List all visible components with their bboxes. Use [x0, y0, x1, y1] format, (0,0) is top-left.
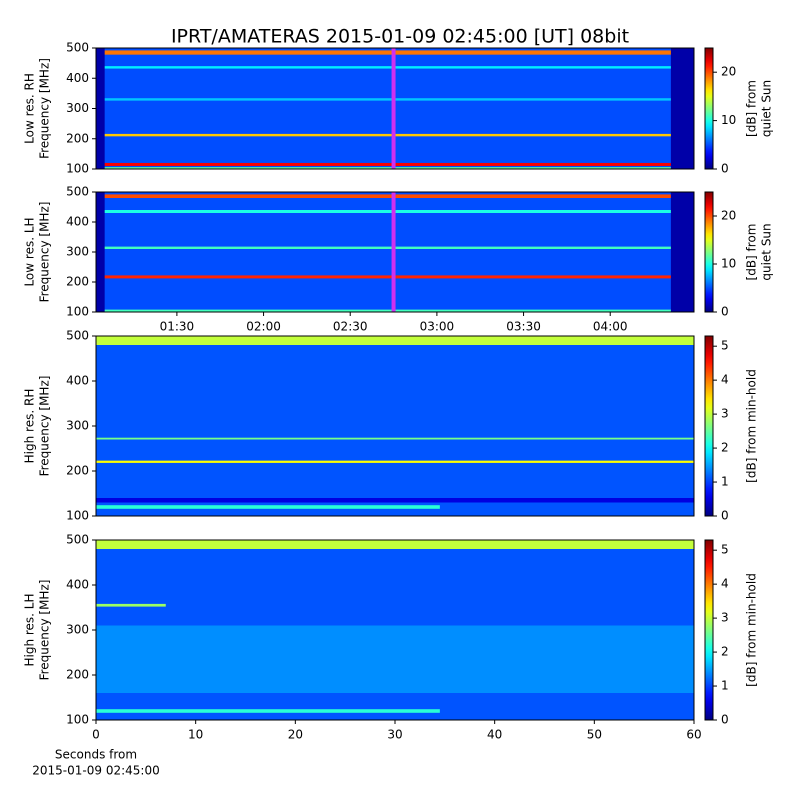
y-tick-label: 200 — [66, 464, 89, 478]
heatmap-cell — [670, 192, 694, 312]
chart-title: IPRT/AMATERAS 2015-01-09 02:45:00 [UT] 0… — [171, 26, 629, 48]
colorbar-label: [dB] from min-hold — [745, 369, 759, 483]
y-axis-label: Frequency [MHz] — [38, 376, 52, 477]
colorbar-tick-label: 5 — [721, 543, 729, 557]
colorbar — [704, 47, 714, 170]
x-tick-label: 20 — [288, 728, 303, 742]
y-axis-label: High res. LH — [23, 593, 37, 666]
x-tick-label: 02:00 — [246, 320, 281, 334]
colorbar-label: [dB] from — [745, 80, 759, 137]
colorbar-tick-label: 2 — [721, 441, 729, 455]
x-tick-label: 04:00 — [593, 320, 628, 334]
x-tick-label: 03:30 — [506, 320, 541, 334]
heatmap-cell — [96, 460, 694, 463]
y-tick-label: 300 — [66, 623, 89, 637]
colorbar-tick-label: 10 — [721, 257, 736, 271]
heatmap-cell — [96, 540, 694, 549]
colorbar-tick-label: 4 — [721, 577, 729, 591]
x-tick-label: 40 — [487, 728, 502, 742]
colorbar-tick-label: 10 — [721, 113, 736, 127]
colorbar-tick-label: 5 — [721, 339, 729, 353]
heatmap-cell — [96, 48, 105, 169]
x-axis-label: 2015-01-09 02:45:00 — [32, 764, 159, 778]
heatmap-cell — [96, 498, 694, 503]
heatmap-cell — [96, 505, 440, 509]
colorbar-tick-label: 1 — [721, 679, 729, 693]
y-tick-label: 500 — [66, 533, 89, 547]
y-tick-label: 100 — [66, 713, 89, 727]
y-tick-label: 400 — [66, 215, 89, 229]
heatmap-cell — [96, 437, 694, 440]
y-tick-label: 500 — [66, 329, 89, 343]
heatmap-background — [96, 336, 694, 516]
x-tick-label: 50 — [587, 728, 602, 742]
y-axis-label: Low res. LH — [23, 217, 37, 286]
y-tick-label: 400 — [66, 374, 89, 388]
x-tick-label: 03:00 — [420, 320, 455, 334]
heatmap-cell — [96, 603, 166, 607]
colorbar-label: [dB] from — [745, 224, 759, 281]
x-tick-label: 10 — [188, 728, 203, 742]
y-axis-label: Frequency [MHz] — [38, 202, 52, 303]
colorbar-tick-label: 20 — [721, 65, 736, 79]
colorbar-tick-label: 0 — [721, 713, 729, 727]
colorbar-tick-label: 1 — [721, 475, 729, 489]
colorbar-tick-label: 3 — [721, 611, 729, 625]
colorbar — [704, 539, 714, 721]
x-tick-label: 02:30 — [333, 320, 368, 334]
y-tick-label: 100 — [66, 305, 89, 319]
x-tick-label: 01:30 — [160, 320, 195, 334]
y-tick-label: 300 — [66, 101, 89, 115]
y-tick-label: 400 — [66, 71, 89, 85]
x-tick-label: 0 — [92, 728, 100, 742]
cursor-line — [391, 192, 396, 312]
heatmap-cell — [670, 48, 694, 169]
heatmap-cell — [96, 625, 694, 693]
y-axis-label: Frequency [MHz] — [38, 580, 52, 681]
colorbar — [704, 335, 714, 517]
y-tick-label: 500 — [66, 185, 89, 199]
colorbar-tick-label: 4 — [721, 373, 729, 387]
colorbar-tick-label: 0 — [721, 305, 729, 319]
y-axis-label: Low res. RH — [23, 73, 37, 144]
colorbar — [704, 191, 714, 313]
heatmap-cell — [96, 709, 440, 713]
y-axis-label: High res. RH — [23, 389, 37, 464]
heatmap-cell — [96, 192, 105, 312]
colorbar-label: quiet Sun — [760, 80, 774, 137]
y-tick-label: 500 — [66, 41, 89, 55]
colorbar-label: quiet Sun — [760, 223, 774, 280]
colorbar-label: [dB] from min-hold — [745, 573, 759, 687]
colorbar-tick-label: 0 — [721, 162, 729, 176]
y-tick-label: 300 — [66, 419, 89, 433]
heatmap-cell — [96, 336, 694, 345]
y-axis-label: Frequency [MHz] — [38, 58, 52, 159]
x-tick-label: 30 — [387, 728, 402, 742]
cursor-line — [391, 48, 396, 169]
y-tick-label: 200 — [66, 131, 89, 145]
y-tick-label: 200 — [66, 668, 89, 682]
colorbar-tick-label: 0 — [721, 509, 729, 523]
y-tick-label: 100 — [66, 509, 89, 523]
y-tick-label: 400 — [66, 578, 89, 592]
x-axis-label: Seconds from — [55, 748, 137, 762]
colorbar-tick-label: 2 — [721, 645, 729, 659]
y-tick-label: 300 — [66, 245, 89, 259]
y-tick-label: 100 — [66, 162, 89, 176]
y-tick-label: 200 — [66, 275, 89, 289]
x-tick-label: 60 — [686, 728, 701, 742]
colorbar-tick-label: 3 — [721, 407, 729, 421]
colorbar-tick-label: 20 — [721, 209, 736, 223]
